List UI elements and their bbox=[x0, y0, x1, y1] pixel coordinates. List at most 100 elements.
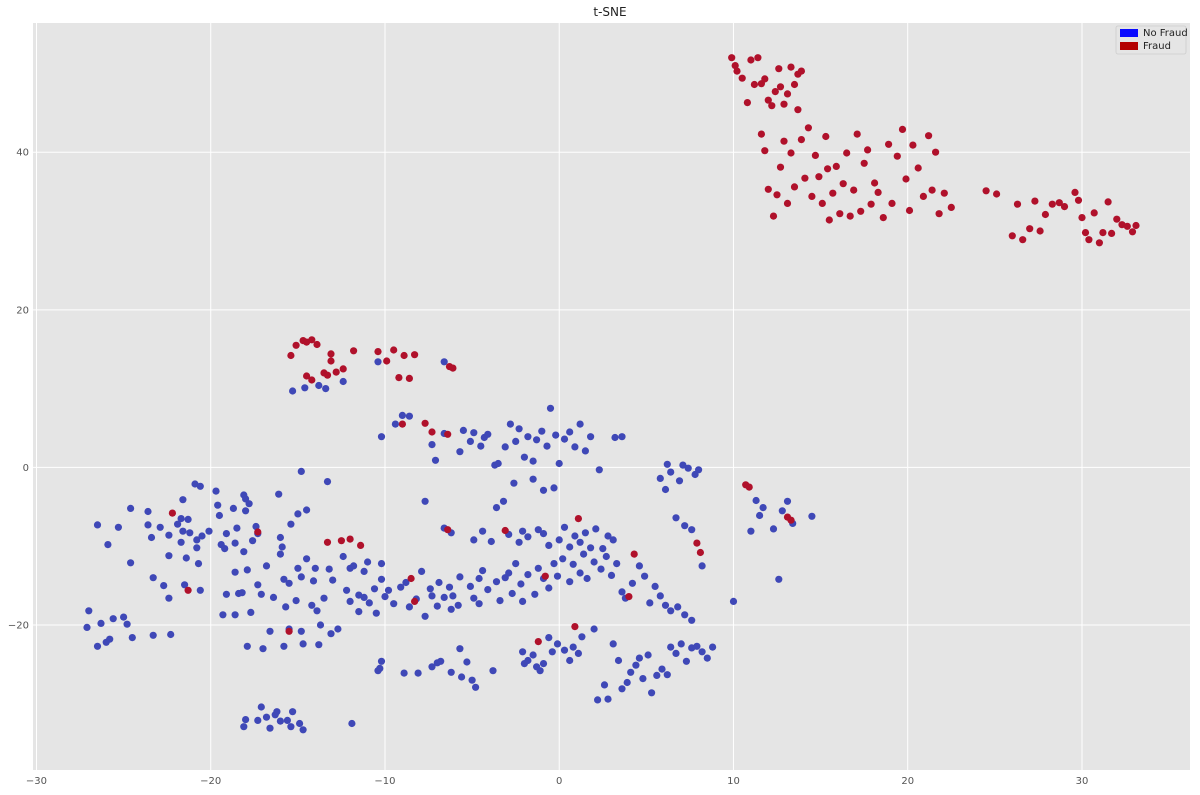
point-no-fraud bbox=[120, 613, 128, 621]
point-no-fraud bbox=[219, 611, 227, 619]
point-no-fraud bbox=[231, 611, 239, 619]
point-no-fraud bbox=[179, 527, 187, 535]
point-no-fraud bbox=[292, 597, 300, 605]
axis-tick-labels: −30 −20 −10 0 10 20 30 −20 0 20 40 bbox=[8, 148, 1088, 787]
point-no-fraud bbox=[440, 358, 448, 366]
point-fraud bbox=[745, 483, 753, 491]
point-no-fraud bbox=[632, 661, 640, 669]
point-no-fraud bbox=[515, 425, 523, 433]
point-fraud bbox=[787, 516, 795, 524]
point-no-fraud bbox=[627, 668, 635, 676]
legend: No Fraud Fraud bbox=[1115, 25, 1188, 55]
point-fraud bbox=[839, 180, 847, 188]
point-no-fraud bbox=[428, 663, 436, 671]
point-no-fraud bbox=[297, 627, 305, 635]
point-no-fraud bbox=[534, 526, 542, 534]
point-fraud bbox=[337, 537, 345, 545]
point-no-fraud bbox=[515, 538, 523, 546]
point-no-fraud bbox=[684, 464, 692, 472]
point-no-fraud bbox=[428, 441, 436, 449]
point-no-fraud bbox=[489, 667, 497, 675]
point-no-fraud bbox=[177, 538, 185, 546]
point-fraud bbox=[1132, 221, 1140, 230]
point-no-fraud bbox=[365, 599, 373, 607]
legend-swatch-no-fraud bbox=[1120, 29, 1138, 37]
point-no-fraud bbox=[594, 696, 602, 704]
point-no-fraud bbox=[123, 620, 131, 628]
point-no-fraud bbox=[299, 726, 307, 734]
y-tick-label: −20 bbox=[8, 621, 29, 632]
point-fraud bbox=[254, 528, 262, 536]
point-fraud bbox=[400, 351, 408, 360]
point-fraud bbox=[444, 430, 452, 438]
point-no-fraud bbox=[405, 603, 413, 611]
point-no-fraud bbox=[470, 536, 478, 544]
point-no-fraud bbox=[231, 539, 239, 547]
point-no-fraud bbox=[285, 579, 293, 587]
point-no-fraud bbox=[555, 459, 563, 468]
point-no-fraud bbox=[181, 581, 189, 589]
point-no-fraud bbox=[583, 574, 591, 583]
point-no-fraud bbox=[167, 630, 175, 639]
point-fraud bbox=[1071, 188, 1079, 196]
point-no-fraud bbox=[623, 678, 631, 687]
point-no-fraud bbox=[339, 377, 347, 386]
point-no-fraud bbox=[233, 524, 241, 532]
point-no-fraud bbox=[590, 558, 598, 566]
point-no-fraud bbox=[214, 501, 222, 509]
point-no-fraud bbox=[543, 442, 551, 450]
point-no-fraud bbox=[698, 648, 706, 656]
point-fraud bbox=[346, 535, 354, 543]
point-no-fraud bbox=[571, 443, 579, 451]
point-no-fraud bbox=[238, 589, 246, 597]
point-fraud bbox=[764, 185, 772, 193]
point-fraud bbox=[822, 132, 830, 141]
point-no-fraud bbox=[566, 428, 574, 436]
point-no-fraud bbox=[127, 559, 135, 567]
point-fraud bbox=[1113, 215, 1121, 223]
point-no-fraud bbox=[759, 504, 767, 512]
point-no-fraud bbox=[653, 671, 661, 680]
point-no-fraud bbox=[346, 597, 354, 606]
point-fraud bbox=[1090, 209, 1098, 217]
point-no-fraud bbox=[278, 543, 286, 551]
point-no-fraud bbox=[348, 719, 356, 728]
point-fraud bbox=[1128, 228, 1137, 236]
point-fraud bbox=[794, 106, 802, 114]
point-fraud bbox=[801, 174, 809, 182]
point-no-fraud bbox=[301, 384, 309, 392]
point-fraud bbox=[993, 190, 1001, 198]
point-no-fraud bbox=[339, 552, 347, 561]
point-no-fraud bbox=[276, 550, 284, 558]
point-no-fraud bbox=[259, 645, 267, 653]
point-fraud bbox=[287, 351, 295, 360]
point-fraud bbox=[871, 179, 879, 187]
point-no-fraud bbox=[303, 506, 311, 514]
point-fraud bbox=[1099, 229, 1107, 237]
point-no-fraud bbox=[524, 656, 532, 665]
point-no-fraud bbox=[174, 520, 182, 528]
point-no-fraud bbox=[294, 564, 302, 572]
point-fraud bbox=[902, 175, 910, 183]
point-no-fraud bbox=[179, 496, 187, 504]
point-no-fraud bbox=[587, 544, 595, 552]
point-no-fraud bbox=[545, 634, 553, 642]
point-fraud bbox=[323, 371, 332, 379]
point-fraud bbox=[339, 365, 347, 373]
point-no-fraud bbox=[299, 640, 307, 648]
point-no-fraud bbox=[506, 420, 514, 428]
point-fraud bbox=[733, 67, 741, 75]
point-no-fraud bbox=[468, 676, 476, 684]
point-no-fraud bbox=[646, 599, 654, 607]
point-no-fraud bbox=[400, 669, 408, 677]
point-no-fraud bbox=[618, 685, 626, 693]
point-fraud bbox=[1081, 229, 1090, 237]
point-fraud bbox=[905, 206, 914, 215]
x-tick-label: 20 bbox=[901, 776, 914, 787]
point-no-fraud bbox=[552, 431, 560, 439]
point-no-fraud bbox=[456, 645, 464, 653]
point-no-fraud bbox=[752, 496, 760, 505]
point-no-fraud bbox=[435, 578, 443, 587]
point-fraud bbox=[574, 515, 583, 523]
